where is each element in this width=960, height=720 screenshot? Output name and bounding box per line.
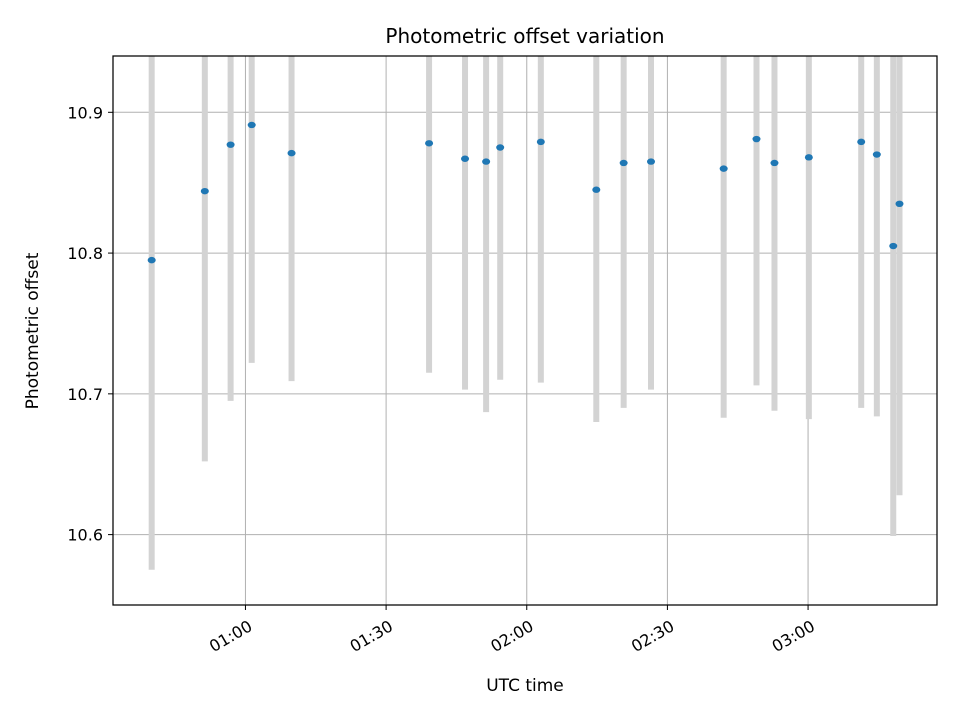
- data-point: [857, 138, 866, 146]
- data-points: [147, 121, 904, 264]
- data-point: [804, 154, 813, 161]
- y-tick-label: 10.7: [67, 385, 103, 404]
- data-point: [425, 140, 434, 147]
- data-point: [200, 187, 209, 195]
- chart-title: Photometric offset variation: [385, 24, 664, 48]
- data-point: [147, 256, 156, 264]
- y-tick-label: 10.9: [67, 103, 103, 122]
- data-point: [592, 186, 601, 193]
- data-point: [482, 158, 491, 165]
- data-point: [619, 159, 628, 167]
- data-point: [461, 155, 470, 162]
- data-point: [226, 141, 235, 148]
- data-point: [872, 151, 881, 158]
- x-axis-label: UTC time: [486, 676, 564, 696]
- data-point: [496, 144, 505, 151]
- data-point: [895, 200, 904, 208]
- data-point: [247, 121, 256, 129]
- y-axis-label: Photometric offset: [23, 252, 43, 409]
- error-bars: [148, 56, 903, 570]
- y-tick-label: 10.8: [67, 244, 103, 263]
- data-point: [752, 135, 761, 143]
- data-point: [770, 159, 779, 167]
- data-point: [287, 149, 296, 157]
- data-point: [889, 242, 898, 250]
- data-point: [536, 138, 545, 146]
- plot-frame: [112, 55, 938, 606]
- data-point: [647, 158, 656, 165]
- y-tick-label: 10.6: [67, 526, 103, 545]
- data-point: [719, 165, 728, 172]
